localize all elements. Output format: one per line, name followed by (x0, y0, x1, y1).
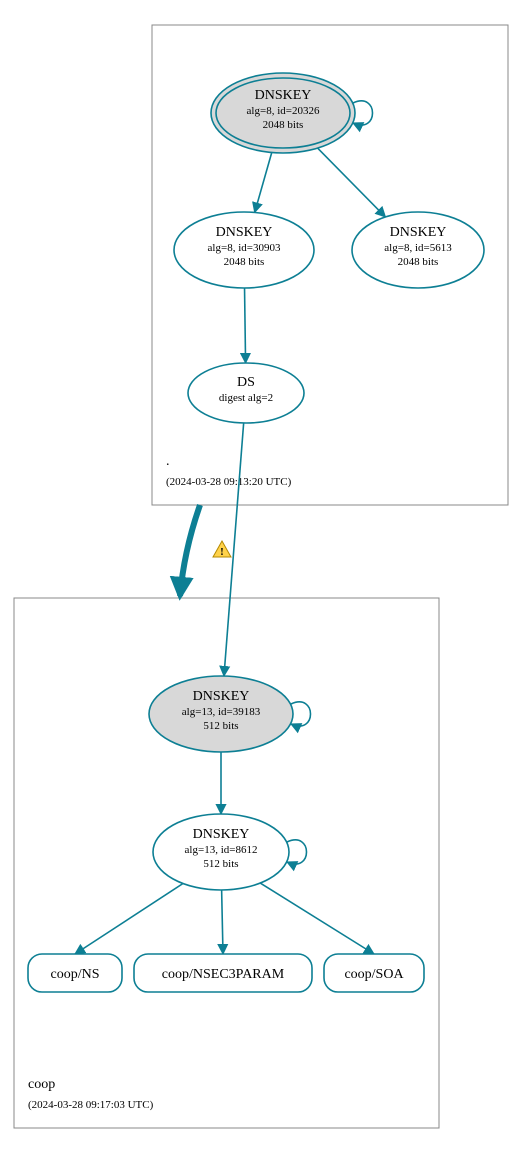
zone-timestamp: (2024-03-28 09:13:20 UTC) (166, 476, 292, 488)
edge (75, 884, 183, 954)
node-detail: alg=8, id=30903 (208, 242, 281, 254)
node-root_zsk2: DNSKEY alg=8, id=5613 2048 bits (352, 212, 484, 288)
node-label: coop/NSEC3PARAM (162, 967, 285, 982)
warning-icon: ! (213, 541, 231, 558)
node-label: coop/NS (51, 967, 100, 982)
node-coop_soa: coop/SOA (324, 954, 424, 992)
node-detail: digest alg=2 (219, 392, 273, 404)
node-label: coop/SOA (344, 967, 404, 982)
node-root_ds: DS digest alg=2 (188, 363, 304, 423)
node-title: DNSKEY (255, 88, 312, 103)
zone-label: . (166, 454, 170, 469)
node-title: DNSKEY (216, 225, 273, 240)
node-detail: alg=8, id=20326 (247, 105, 320, 117)
self-loop (287, 840, 307, 864)
node-detail: 512 bits (203, 858, 238, 870)
node-root_zsk1: DNSKEY alg=8, id=30903 2048 bits (174, 212, 314, 288)
node-detail: alg=13, id=8612 (185, 844, 258, 856)
nodes: DNSKEY alg=8, id=20326 2048 bits DNSKEY alg=… (28, 73, 484, 992)
zone-delegation-edge (180, 505, 200, 596)
node-title: DS (237, 375, 255, 390)
edge (255, 153, 272, 213)
zone-label: coop (28, 1077, 55, 1092)
node-detail: alg=8, id=5613 (384, 242, 452, 254)
node-coop_ns: coop/NS (28, 954, 122, 992)
edge (222, 890, 223, 954)
node-detail: 2048 bits (224, 256, 265, 268)
dnssec-diagram: . (2024-03-28 09:13:20 UTC) coop (2024-03-2… (0, 0, 527, 1153)
self-loop (353, 101, 373, 125)
zone-timestamp: (2024-03-28 09:17:03 UTC) (28, 1099, 154, 1111)
self-loop (291, 702, 311, 726)
node-detail: alg=13, id=39183 (182, 706, 261, 718)
node-detail: 512 bits (203, 720, 238, 732)
edge (245, 288, 246, 363)
node-root_ksk: DNSKEY alg=8, id=20326 2048 bits (211, 73, 373, 153)
edge (318, 148, 386, 217)
node-detail: 2048 bits (263, 119, 304, 131)
node-title: DNSKEY (390, 225, 447, 240)
node-title: DNSKEY (193, 689, 250, 704)
node-coop_nsec3: coop/NSEC3PARAM (134, 954, 312, 992)
node-coop_zsk: DNSKEY alg=13, id=8612 512 bits (153, 814, 307, 890)
svg-text:!: ! (220, 546, 224, 558)
edge (260, 883, 374, 954)
node-detail: 2048 bits (398, 256, 439, 268)
node-coop_ksk: DNSKEY alg=13, id=39183 512 bits (149, 676, 311, 752)
node-title: DNSKEY (193, 827, 250, 842)
